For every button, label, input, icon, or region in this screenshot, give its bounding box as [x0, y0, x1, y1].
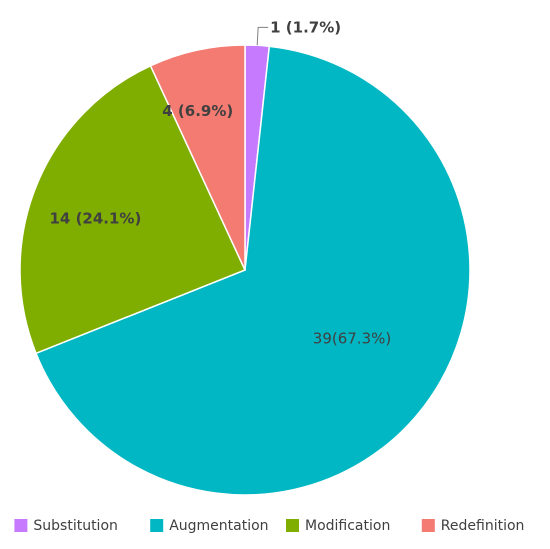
legend-label-modification: Modification	[305, 518, 390, 534]
pie-slice-modification	[19, 64, 247, 355]
legend-swatch-redefinition	[421, 519, 435, 532]
legend-label-augmentation: Augmentation	[169, 518, 268, 534]
pie-slice-redefinition	[149, 44, 246, 271]
data-label-redefinition: 4 (6.9%)	[162, 102, 233, 120]
legend-label-redefinition: Redefinition	[441, 518, 525, 534]
data-labels: 1 (1.7%) 39(67.3%) 14 (24.1%) 4 (6.9%)	[49, 18, 391, 347]
legend-swatch-modification	[286, 519, 299, 532]
data-label-augmentation: 39(67.3%)	[313, 330, 391, 348]
leader-lines	[256, 26, 269, 46]
legend-swatch-augmentation	[150, 519, 164, 532]
pie-slice-augmentation	[35, 45, 471, 496]
legend-item-modification: Modification	[286, 518, 390, 534]
data-label-substitution: 1 (1.7%)	[270, 18, 341, 36]
legend-label-substitution: Substitution	[33, 518, 118, 534]
data-label-modification: 14 (24.1%)	[49, 209, 141, 227]
legend-swatch-substitution	[14, 519, 28, 532]
leader-line-substitution	[256, 26, 269, 46]
legend-item-substitution: Substitution	[14, 518, 118, 534]
pie-slices	[19, 44, 471, 496]
legend: Substitution Augmentation Modification Rede…	[14, 518, 524, 534]
legend-item-augmentation: Augmentation	[150, 518, 269, 534]
legend-item-redefinition: Redefinition	[421, 518, 525, 534]
